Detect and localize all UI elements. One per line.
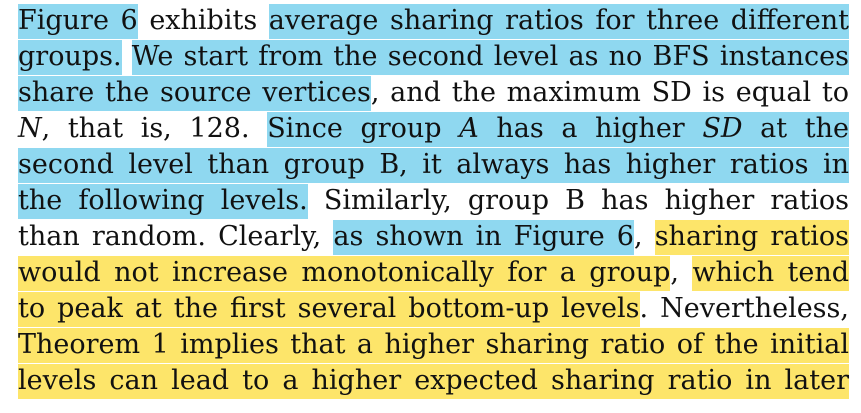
- text-line: would not increase monotonically for a g…: [18, 256, 850, 291]
- highlighted-text-blue: at the: [742, 112, 849, 147]
- text-run: ,: [670, 257, 693, 288]
- text-run: , that is, 128.: [41, 113, 268, 144]
- highlighted-text-blue: SD: [702, 112, 743, 147]
- highlighted-text-blue: has a higher: [478, 112, 703, 147]
- text-run: [122, 41, 132, 72]
- highlighted-text-blue: second level than group B, it always has…: [18, 148, 849, 183]
- highlighted-text-blue: the following levels.: [18, 184, 308, 219]
- highlighted-text-blue: We start from the second level as no BFS…: [131, 40, 849, 75]
- highlighted-text-yellow: which tend: [692, 256, 850, 291]
- highlighted-text-blue: share the source vertices: [18, 76, 371, 111]
- highlighted-text-blue: Figure 6: [18, 4, 138, 39]
- highlighted-text-blue: A: [459, 112, 479, 147]
- text-run: , and the maximum SD is equal to: [370, 77, 850, 108]
- text-run: than random. Clearly,: [18, 221, 334, 252]
- text-line: levels can lead to a higher expected sha…: [18, 364, 849, 399]
- text-line: share the source vertices, and the maxim…: [18, 76, 850, 111]
- highlighted-text-yellow: to peak at the first several bottom-up l…: [18, 292, 640, 327]
- highlighted-text-blue: as shown in Figure 6: [333, 220, 634, 255]
- highlighted-text-yellow: levels can lead to a higher expected sha…: [18, 364, 849, 399]
- highlighted-text-yellow: Theorem 1 implies that a higher sharing …: [18, 328, 849, 363]
- text-run: . Nevertheless,: [639, 293, 849, 324]
- text-run: Similarly, group B has higher ratios: [307, 185, 849, 216]
- highlighted-text-yellow: sharing ratios: [654, 220, 849, 255]
- text-line: the following levels. Similarly, group B…: [18, 184, 849, 219]
- text-run: N: [18, 113, 42, 144]
- text-run: exhibits: [137, 5, 269, 36]
- text-run: ,: [633, 221, 655, 252]
- text-line: second level than group B, it always has…: [18, 148, 849, 183]
- text-line: Figure 6 exhibits average sharing ratios…: [18, 4, 849, 39]
- text-line: to peak at the first several bottom-up l…: [18, 292, 849, 327]
- text-line: than random. Clearly, as shown in Figure…: [18, 220, 849, 255]
- text-line: Theorem 1 implies that a higher sharing …: [18, 328, 849, 363]
- text-line: groups. We start from the second level a…: [18, 40, 849, 75]
- highlighted-text-yellow: would not increase monotonically for a g…: [18, 256, 671, 291]
- highlighted-text-blue: groups.: [18, 40, 122, 75]
- text-line: N, that is, 128. Since group A has a hig…: [18, 112, 849, 147]
- highlighted-text-blue: Since group: [267, 112, 460, 147]
- highlighted-text-blue: average sharing ratios for three differe…: [268, 4, 849, 39]
